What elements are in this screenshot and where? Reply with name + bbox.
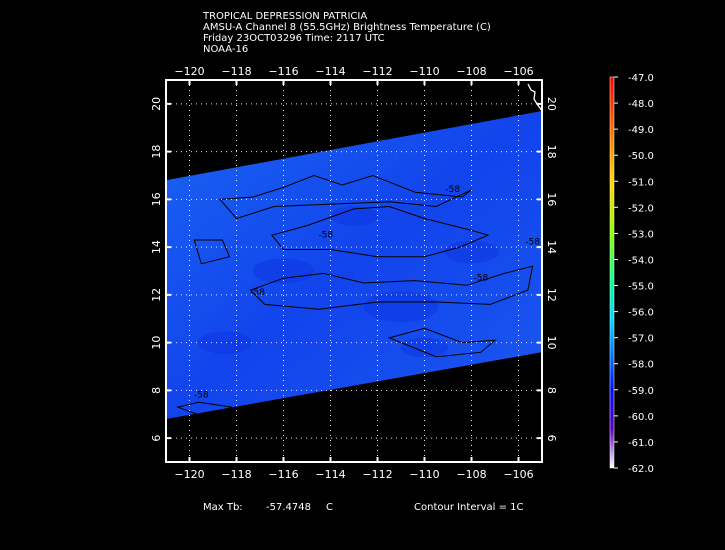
colorbar-label: -62.0 (628, 464, 654, 475)
y-tick-label-left: 16 (150, 192, 163, 206)
y-tick-label-left: 6 (150, 435, 163, 442)
colorbar-label: -59.0 (628, 386, 654, 397)
plot-frame (165, 79, 543, 463)
y-tick-label-right: 16 (545, 192, 558, 206)
chart-subtitle-satellite: NOAA-16 (203, 44, 249, 55)
x-tick-label-bottom: −120 (174, 468, 204, 481)
colorbar-label: -51.0 (628, 177, 654, 188)
x-tick-label-top: −106 (503, 65, 533, 78)
y-tick-label-left: 20 (150, 97, 163, 111)
colorbar-label: -58.0 (628, 360, 654, 371)
swath-texture-patch (197, 331, 252, 354)
colorbar-label: -49.0 (628, 125, 654, 136)
x-tick-label-top: −116 (268, 65, 298, 78)
x-tick-label-bottom: −116 (268, 468, 298, 481)
y-tick-label-right: 10 (545, 336, 558, 350)
x-tick-label-bottom: −110 (409, 468, 439, 481)
chart-header: TROPICAL DEPRESSION PATRICIA AMSU-A Chan… (203, 11, 491, 55)
chart-subtitle-time: Friday 23OCT03296 Time: 2117 UTC (203, 33, 385, 44)
x-tick-label-bottom: −114 (315, 468, 345, 481)
colorbar-label: -55.0 (628, 282, 654, 293)
contour-label: -58 (445, 185, 460, 195)
y-tick-label-right: 12 (545, 288, 558, 302)
contour-line (193, 239, 231, 265)
contour-label: -58 (474, 274, 489, 284)
y-tick-label-right: 6 (545, 435, 558, 442)
y-tick-label-left: 12 (150, 288, 163, 302)
swath-texture-patch (444, 240, 499, 264)
swath-texture-patch (363, 291, 439, 323)
contour-line (176, 401, 232, 418)
contour-line (387, 327, 497, 358)
colorbar-label: -60.0 (628, 412, 654, 423)
y-tick-label-right: 18 (545, 145, 558, 159)
y-tick-label-right: 8 (545, 387, 558, 394)
x-tick-label-top: −120 (174, 65, 204, 78)
satellite-swath (166, 111, 542, 420)
x-tick-label-bottom: −118 (221, 468, 251, 481)
contour-interval: Contour Interval = 1C (414, 502, 524, 513)
colorbar-label: -47.0 (628, 73, 654, 84)
contour-line (218, 174, 472, 220)
max-tb-label: Max Tb: (203, 502, 243, 513)
x-tick-label-bottom: −112 (362, 468, 392, 481)
colorbar-label: -50.0 (628, 151, 654, 162)
contour-line (270, 205, 490, 258)
chart-subtitle-channel: AMSU-A Channel 8 (55.5GHz) Brightness Te… (203, 22, 491, 33)
colorbar-label: -57.0 (628, 334, 654, 345)
colorbar-label: -53.0 (628, 229, 654, 240)
x-tick-label-bottom: −106 (503, 468, 533, 481)
colorbar: -47.0 -48.0 -49.0 -50.0 -51.0 -52.0 -53.0 -54.0… (609, 73, 654, 475)
max-tb-value: -57.4748 (266, 502, 311, 513)
colorbar-gradient (609, 76, 615, 469)
y-tick-label-right: 14 (545, 240, 558, 254)
y-tick-label-left: 18 (150, 145, 163, 159)
x-tick-label-top: −110 (409, 65, 439, 78)
y-tick-label-right: 20 (545, 97, 558, 111)
colorbar-label: -54.0 (628, 255, 654, 266)
coastline (527, 83, 543, 112)
x-tick-label-top: −108 (456, 65, 486, 78)
y-tick-label-left: 10 (150, 336, 163, 350)
x-tick-label-top: −114 (315, 65, 345, 78)
x-tick-label-top: −118 (221, 65, 251, 78)
y-tick-label-left: 14 (150, 240, 163, 254)
x-tick-label-bottom: −108 (456, 468, 486, 481)
plot-area: -58 -58 -58 -58 -58 -58 −120 −120 −118 −118 −116 −1… (150, 65, 558, 481)
contour-label: -58 (194, 391, 209, 401)
y-tick-label-left: 8 (150, 387, 163, 394)
contour-label: -58 (525, 238, 540, 248)
swath-texture-patch (330, 206, 378, 226)
colorbar-label: -56.0 (628, 308, 654, 319)
max-tb-unit: C (326, 502, 333, 513)
contour-label: -58 (250, 288, 265, 298)
colorbar-label: -52.0 (628, 203, 654, 214)
x-tick-label-top: −112 (362, 65, 392, 78)
contour-label: -58 (318, 231, 333, 241)
contour-line (249, 265, 534, 310)
colorbar-label: -61.0 (628, 438, 654, 449)
chart-title: TROPICAL DEPRESSION PATRICIA (203, 11, 368, 22)
colorbar-label: -48.0 (628, 99, 654, 110)
